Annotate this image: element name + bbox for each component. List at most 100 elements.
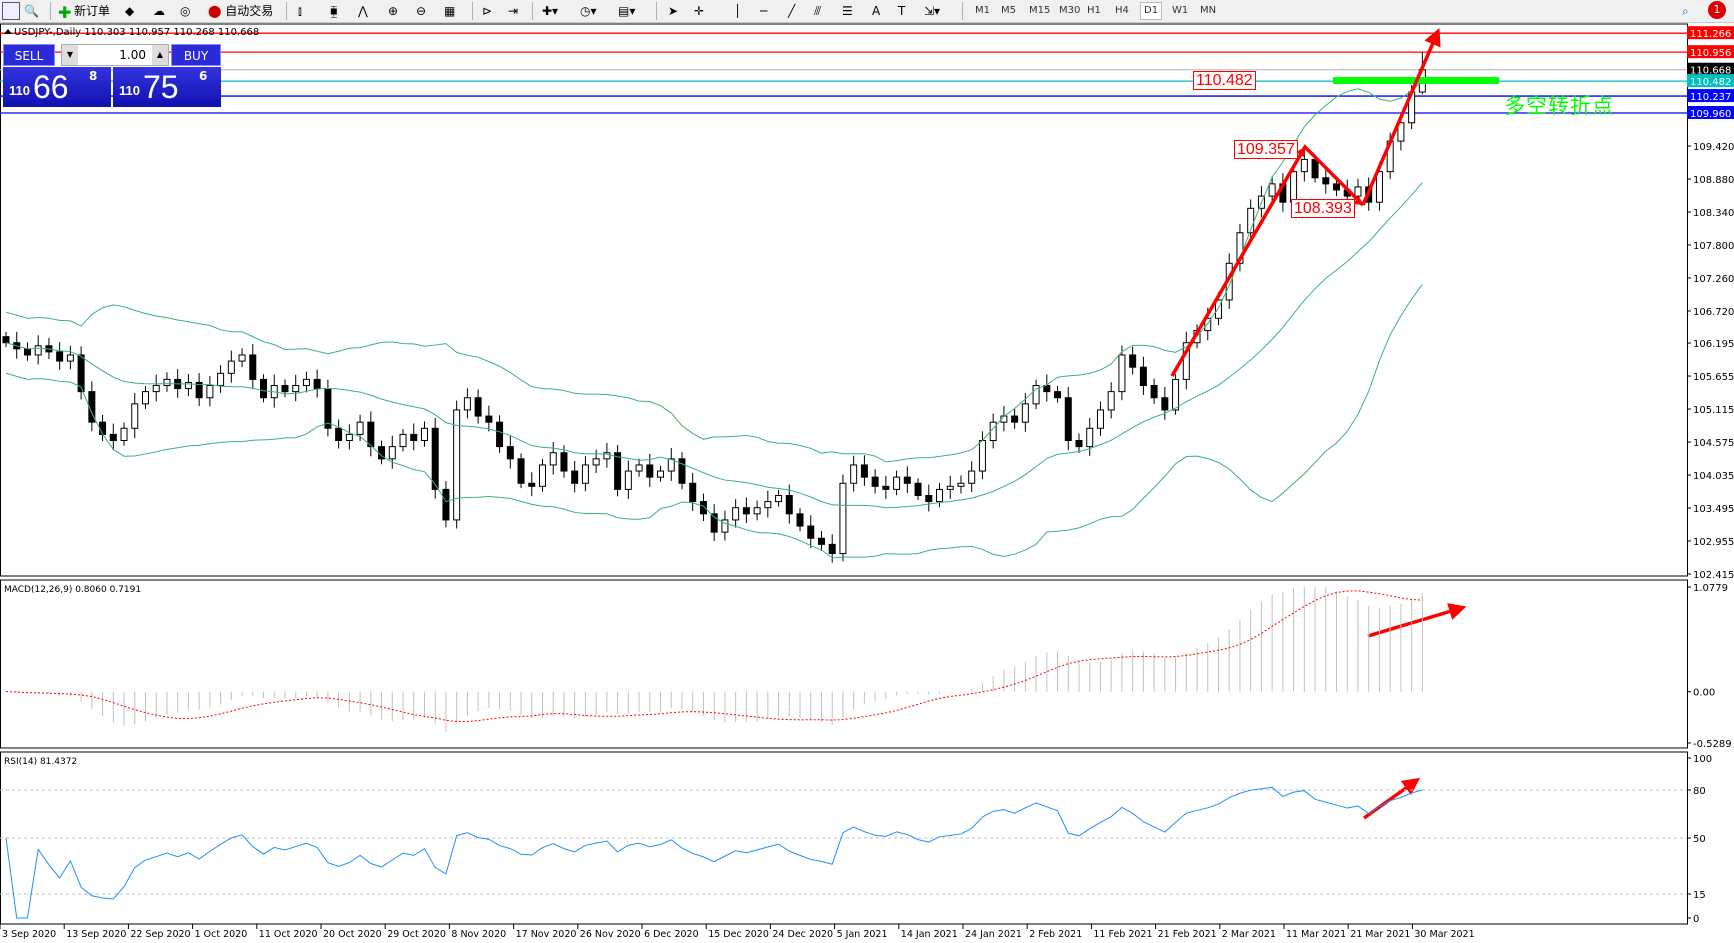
price-label-108393[interactable]: 108.393 xyxy=(1291,199,1355,218)
sell-price[interactable]: 110 66 8 xyxy=(3,67,111,107)
chart-shift-icon[interactable]: ⇥ xyxy=(508,4,519,18)
timeframe-w1[interactable]: W1 xyxy=(1172,5,1189,16)
bull-candle xyxy=(1247,207,1255,234)
fibonacci-icon[interactable]: ☰ xyxy=(842,4,853,18)
price-axis-label: 105.115 xyxy=(1693,405,1734,416)
indicators-icon[interactable]: ✚▾ xyxy=(542,4,559,18)
navigator-icon[interactable]: ☁ xyxy=(153,4,165,18)
price-axis-label: 106.195 xyxy=(1693,339,1734,350)
bollinger-middle xyxy=(5,182,1423,509)
price-axis-label: 104.575 xyxy=(1693,438,1734,449)
search-icon[interactable]: ⌕ xyxy=(1682,4,1689,18)
bull-candle xyxy=(978,440,986,472)
bear-candle xyxy=(710,513,718,533)
bear-candle xyxy=(914,482,922,496)
bear-candle xyxy=(496,421,504,448)
chart-title: USDJPY-,Daily 110.303 110.957 110.268 11… xyxy=(14,27,259,38)
increase-lot-icon[interactable]: ▲ xyxy=(152,45,168,65)
price-axis-label: 106.720 xyxy=(1693,307,1734,318)
bear-candle xyxy=(109,433,117,442)
market-watch-icon[interactable]: ◆ xyxy=(125,4,135,18)
new-order-button[interactable]: ✚ 新订单 xyxy=(58,1,111,22)
price-tag-label: 110.482 xyxy=(1690,77,1731,88)
decrease-lot-icon[interactable]: ▼ xyxy=(62,45,78,65)
price-label-109357[interactable]: 109.357 xyxy=(1234,140,1298,159)
date-axis-label: 6 Dec 2020 xyxy=(644,929,699,940)
chart-window-icon[interactable] xyxy=(2,1,20,21)
arrowhead-top xyxy=(1296,147,1305,157)
bear-candle xyxy=(506,446,514,460)
trendline-icon[interactable]: ╱ xyxy=(788,4,796,18)
zoom-window-icon[interactable]: 🔍 xyxy=(24,4,39,18)
horizontal-line-icon[interactable]: ─ xyxy=(760,4,768,18)
bull-candle xyxy=(1214,299,1222,319)
rsi-label: RSI(14) 81.4372 xyxy=(4,757,77,767)
line-chart-icon[interactable]: ⋀ xyxy=(358,4,368,18)
bear-candle xyxy=(925,494,933,503)
bull-candle xyxy=(66,354,74,362)
new-order-label: 新订单 xyxy=(74,4,111,18)
signal-icon[interactable]: ◎ xyxy=(180,4,191,18)
macd-axis-label: 1.0779 xyxy=(1693,583,1728,594)
text-icon[interactable]: A xyxy=(872,4,881,18)
timeframe-mn[interactable]: MN xyxy=(1200,5,1217,16)
plus-icon: ✚ xyxy=(58,2,72,22)
bear-candle xyxy=(442,488,450,521)
equidistant-channel-icon[interactable]: ⫻ xyxy=(814,4,822,18)
text-label-icon[interactable]: T xyxy=(898,4,906,18)
sell-button[interactable]: SELL xyxy=(3,44,55,66)
price-tag xyxy=(1687,26,1734,40)
timeframe-h4[interactable]: H4 xyxy=(1115,5,1129,16)
bull-candle xyxy=(775,494,783,503)
bar-chart-icon[interactable]: ⫾ xyxy=(298,4,302,18)
bull-candle xyxy=(1204,317,1212,332)
bear-candle xyxy=(367,421,375,448)
cursor-icon[interactable]: ➤ xyxy=(668,4,679,18)
bear-candle xyxy=(1043,385,1051,393)
bull-candle xyxy=(1182,342,1190,380)
price-label-110482[interactable]: 110.482 xyxy=(1193,71,1256,90)
timeframe-m15[interactable]: M15 xyxy=(1029,5,1051,16)
bear-candle xyxy=(324,388,332,429)
macd-signal-line xyxy=(5,590,1423,723)
tile-windows-icon[interactable]: ▦ xyxy=(444,4,456,18)
auto-trading-label: 自动交易 xyxy=(225,4,274,18)
bear-candle xyxy=(1322,177,1330,185)
bull-candle xyxy=(120,427,128,442)
timeframe-m5[interactable]: M5 xyxy=(1001,5,1016,16)
price-panel-frame xyxy=(0,23,1688,577)
price-axis-label: 104.035 xyxy=(1693,471,1734,482)
bear-candle xyxy=(1064,397,1072,442)
bear-candle xyxy=(882,485,890,490)
bear-candle xyxy=(474,397,482,417)
timeframe-m1[interactable]: M1 xyxy=(975,5,990,16)
price-axis-label: 102.955 xyxy=(1693,537,1734,548)
buy-price[interactable]: 110 75 6 xyxy=(113,67,221,107)
auto-scroll-icon[interactable]: ⊳ xyxy=(482,4,493,18)
price-axis-label: 109.420 xyxy=(1693,142,1734,153)
bear-candle xyxy=(23,348,31,356)
buy-button[interactable]: BUY xyxy=(171,44,221,66)
bull-candle xyxy=(345,433,353,442)
periods-icon[interactable]: ◷▾ xyxy=(580,4,597,18)
bull-candle xyxy=(667,458,675,472)
zoom-in-icon[interactable]: ⊕ xyxy=(388,4,399,18)
timeframe-d1[interactable]: D1 xyxy=(1140,2,1163,20)
bear-candle xyxy=(1075,440,1083,448)
crosshair-icon[interactable]: ✛ xyxy=(694,4,705,18)
arrows-icon[interactable]: ⇲▾ xyxy=(924,4,941,18)
timeframe-m30[interactable]: M30 xyxy=(1059,5,1081,16)
bull-candle xyxy=(206,385,214,399)
candlestick-chart-icon[interactable]: ⧯ xyxy=(330,4,338,18)
templates-icon[interactable]: ▤▾ xyxy=(618,4,636,18)
timeframe-h1[interactable]: H1 xyxy=(1087,5,1101,16)
auto-trading-button[interactable]: ⬤ 自动交易 xyxy=(208,1,273,21)
notification-badge[interactable]: 1 xyxy=(1708,1,1726,19)
bear-candle xyxy=(560,452,568,472)
bear-candle xyxy=(817,537,825,545)
zoom-out-icon[interactable]: ⊖ xyxy=(416,4,427,18)
annotation-text[interactable]: 多空转折点 xyxy=(1504,94,1614,118)
vertical-line-icon[interactable]: │ xyxy=(734,4,742,18)
lot-size-input[interactable]: ▼ 1.00 ▲ xyxy=(61,44,169,66)
